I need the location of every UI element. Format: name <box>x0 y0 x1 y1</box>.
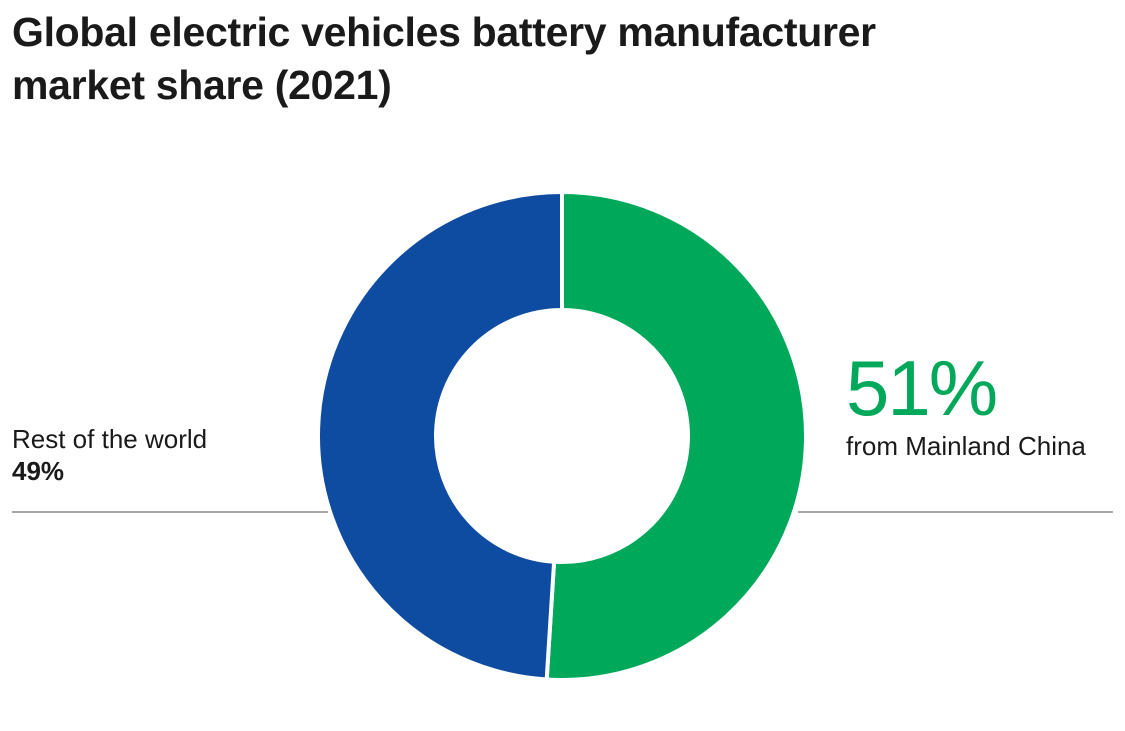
donut-slices <box>316 189 809 682</box>
chart-title: Global electric vehicles battery manufac… <box>12 9 876 108</box>
china-label-value: 51% <box>846 344 998 432</box>
slice-label-china: 51% from Mainland China <box>846 346 1086 462</box>
slice-mainland-china <box>544 189 809 682</box>
slice-rest-of-world <box>316 189 564 682</box>
rest-label-value: 49% <box>12 456 65 486</box>
slice-label-rest: Rest of the world 49% <box>12 423 207 487</box>
rest-label-name: Rest of the world <box>12 424 208 454</box>
china-label-name: from Mainland China <box>846 431 1086 461</box>
